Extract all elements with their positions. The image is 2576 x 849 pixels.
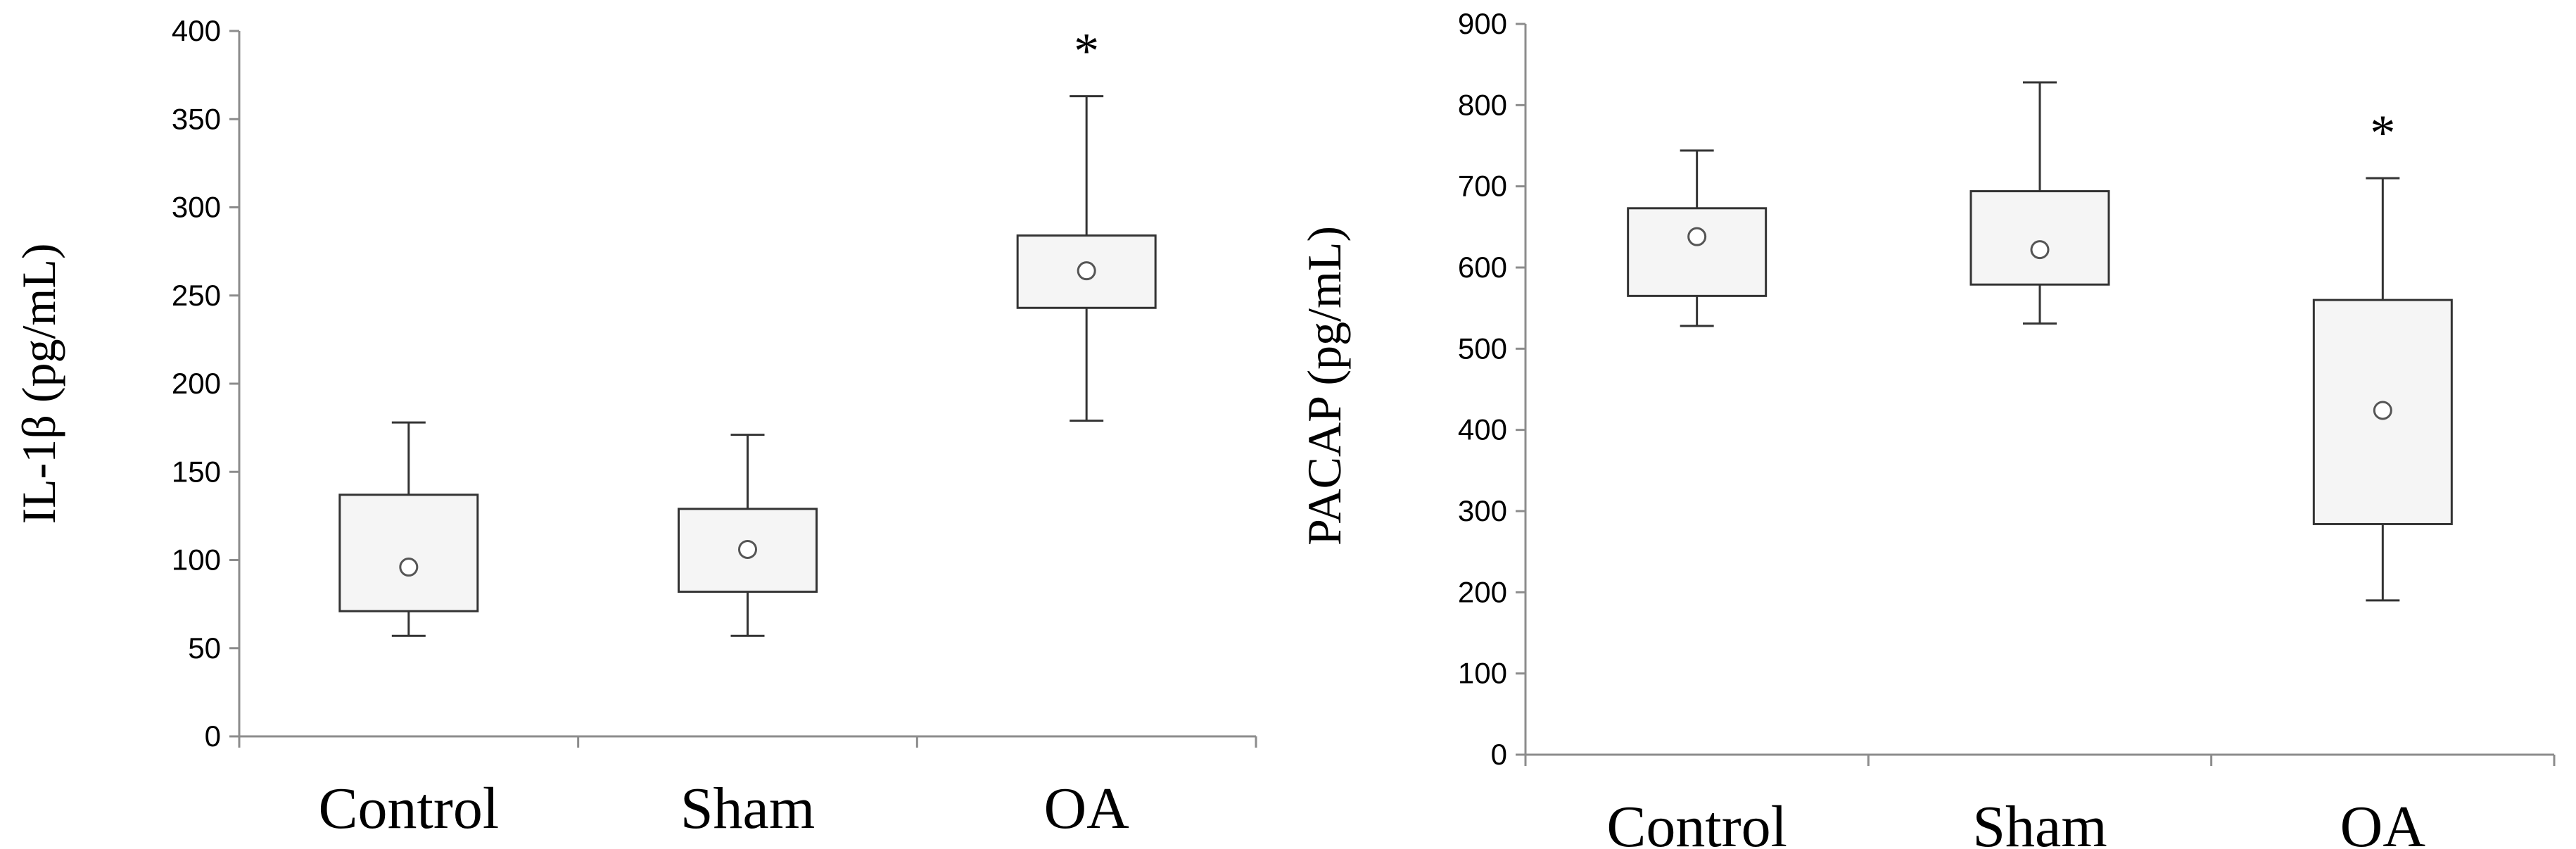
y-tick-label: 150 — [172, 455, 221, 488]
y-tick-label: 50 — [188, 631, 221, 665]
y-tick-label: 400 — [172, 14, 221, 47]
mean-marker — [1077, 261, 1096, 281]
box-iqr — [1627, 207, 1768, 297]
y-tick-label: 100 — [1458, 657, 1507, 690]
x-category-label: OA — [2340, 794, 2426, 849]
mean-marker — [2030, 240, 2050, 260]
y-tick-label: 300 — [1458, 494, 1507, 527]
mean-marker — [399, 558, 419, 577]
y-axis-label: PACAP (pg/mL) — [1297, 226, 1351, 546]
box-oa: * — [2312, 105, 2453, 602]
significance-marker: * — [1074, 23, 1099, 80]
y-axis-label: IL-1β (pg/mL) — [12, 243, 65, 524]
significance-marker: * — [2370, 105, 2395, 161]
y-tick-label: 700 — [1458, 170, 1507, 203]
x-category-label: Sham — [680, 776, 815, 841]
box-sham — [678, 434, 818, 637]
pacap-chart: 0 100 200 300 400 500 600 700 800 900 Control Sham O… — [1297, 7, 2556, 849]
box-iqr — [1969, 190, 2110, 286]
box-control — [338, 421, 479, 637]
mean-marker — [738, 539, 757, 559]
y-tick-label: 200 — [172, 367, 221, 400]
box-sham — [1969, 81, 2110, 325]
y-tick-label: 100 — [172, 543, 221, 577]
y-tick-label: 250 — [172, 279, 221, 312]
y-tick-label: 0 — [1491, 738, 1507, 771]
y-tick-label: 200 — [1458, 575, 1507, 608]
y-tick-label: 0 — [205, 719, 221, 753]
x-category-label: Control — [1606, 794, 1787, 849]
box-iqr — [338, 493, 479, 612]
y-tick-label: 300 — [172, 191, 221, 224]
y-tick-label: 500 — [1458, 332, 1507, 365]
y-tick-label: 400 — [1458, 413, 1507, 446]
x-category-label: Sham — [1972, 794, 2107, 849]
box-oa: * — [1016, 23, 1157, 422]
mean-marker — [2373, 401, 2392, 420]
x-category-label: OA — [1044, 776, 1130, 841]
y-tick-label: 900 — [1458, 7, 1507, 40]
box-control — [1627, 149, 1768, 327]
y-tick-label: 800 — [1458, 88, 1507, 121]
y-tick-label: 350 — [172, 102, 221, 135]
y-tick-label: 600 — [1458, 251, 1507, 284]
x-category-label: Control — [318, 776, 499, 841]
mean-marker — [1687, 227, 1707, 246]
il1b-chart: 0 50 100 150 200 250 300 350 400 Control Sham OA IL-… — [12, 14, 1257, 841]
